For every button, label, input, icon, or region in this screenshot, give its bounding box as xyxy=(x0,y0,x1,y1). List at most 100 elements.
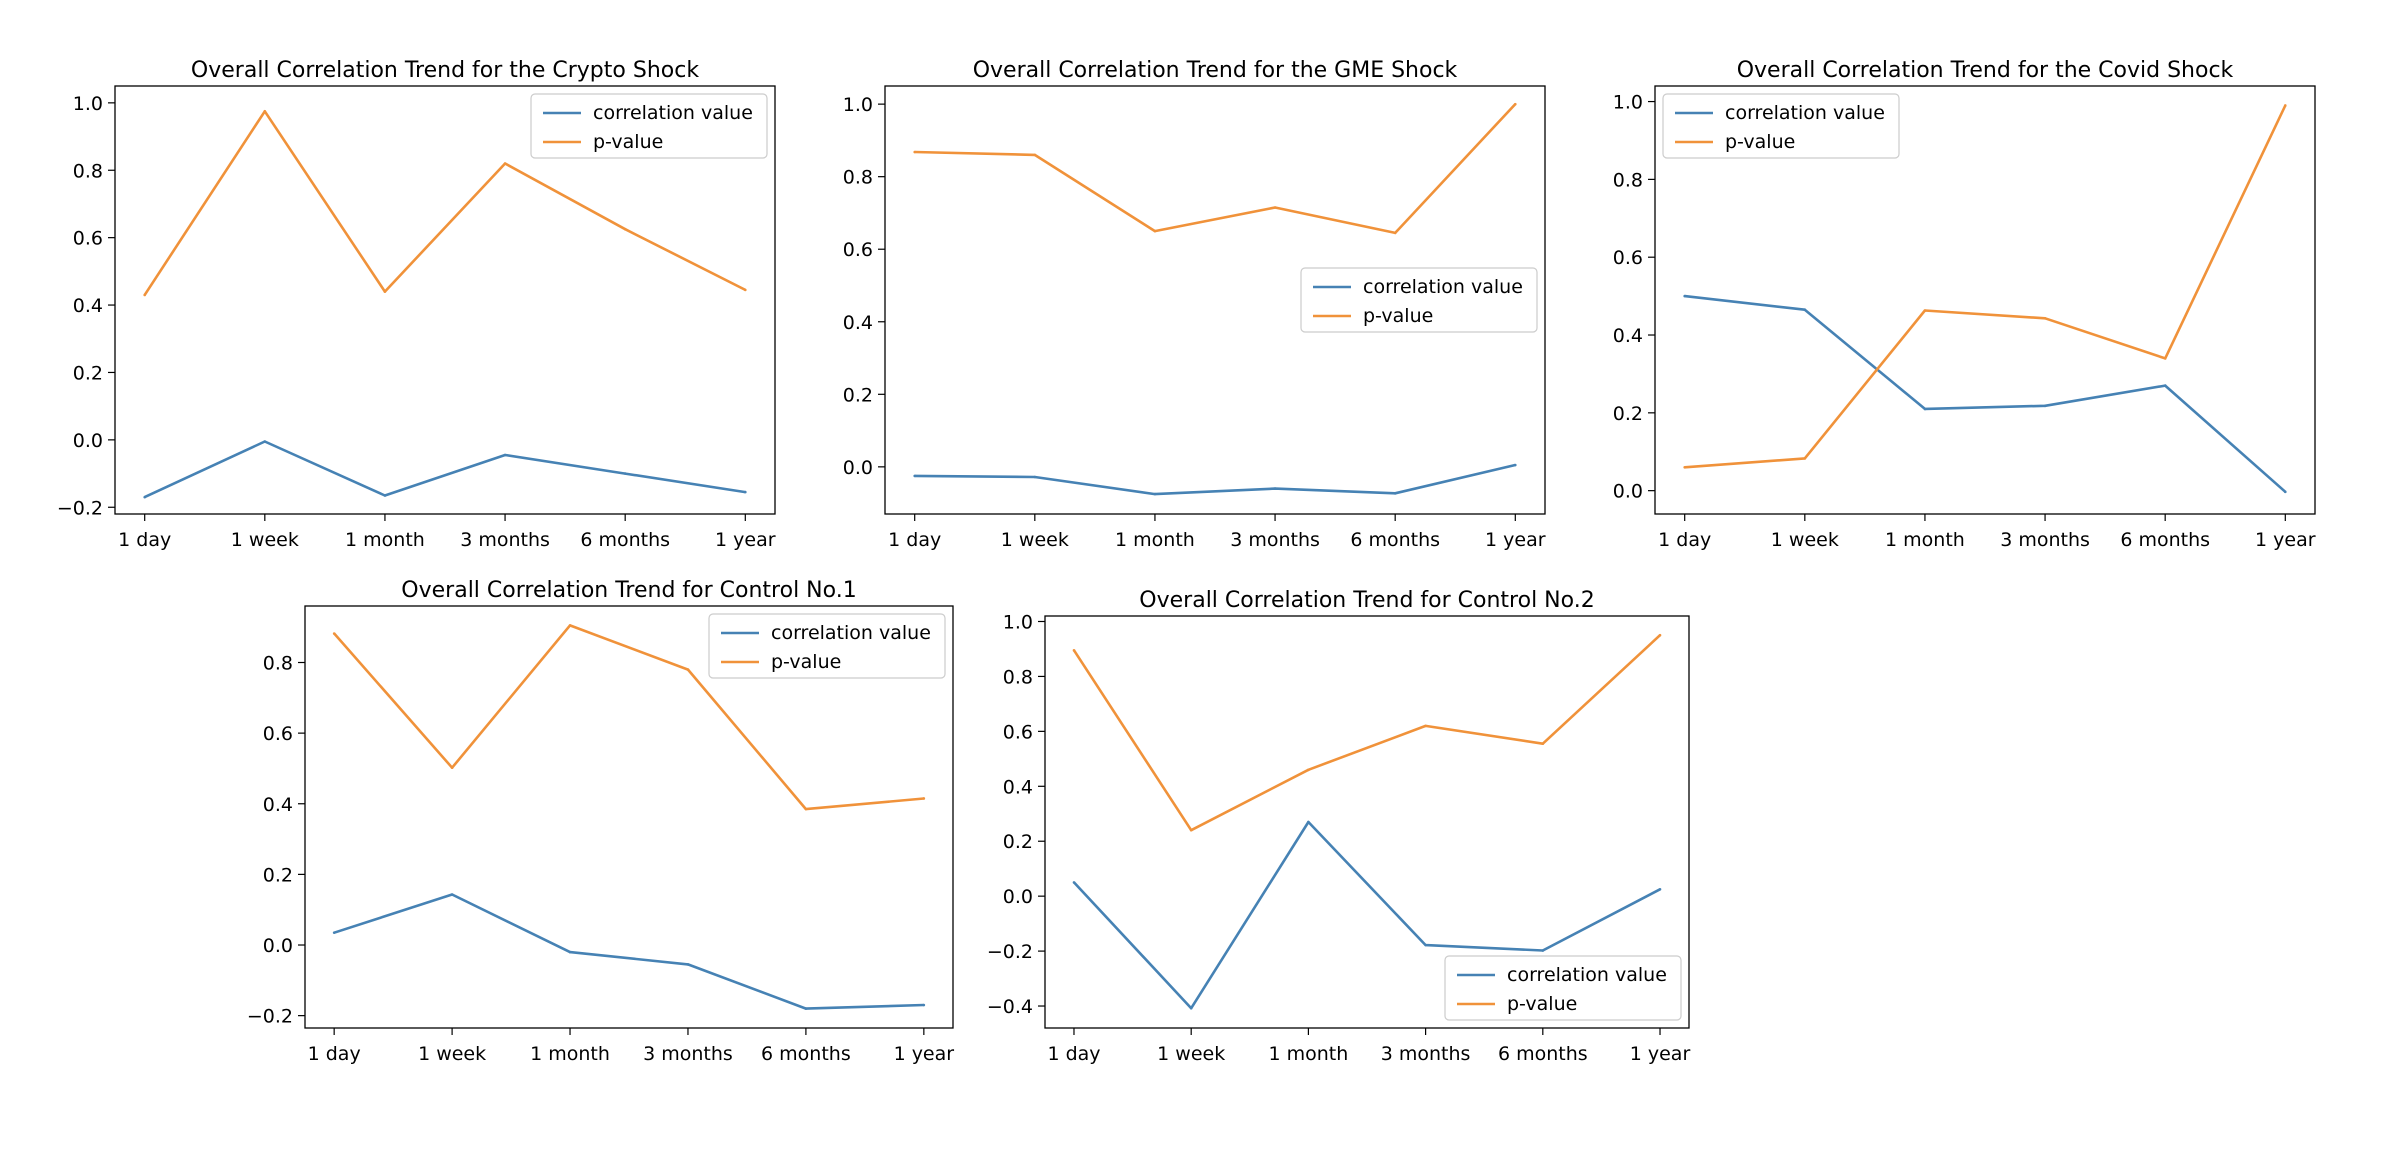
y-tick-label: 0.2 xyxy=(1003,831,1033,853)
data-point-pvalue xyxy=(503,162,507,165)
y-tick-label: −0.4 xyxy=(987,996,1033,1018)
data-point-pvalue xyxy=(686,668,690,671)
x-tick-label: 1 month xyxy=(530,1043,610,1065)
x-tick-label: 1 week xyxy=(231,529,299,551)
series-line-correlation xyxy=(333,893,924,1010)
axes-frame xyxy=(1654,85,2316,515)
x-tick-label: 1 week xyxy=(1771,529,1839,551)
data-point-pvalue xyxy=(332,632,336,635)
series-line-correlation xyxy=(1073,820,1661,1010)
y-tick-label: 0.6 xyxy=(1003,721,1033,743)
chart-2: Overall Correlation Trend for the GME Sh… xyxy=(843,58,1546,551)
x-tick-label: 1 day xyxy=(118,529,171,551)
x-tick-label: 6 months xyxy=(1350,529,1440,551)
x-tick-label: 1 day xyxy=(1658,529,1711,551)
data-point-pvalue xyxy=(1514,102,1517,106)
data-point-pvalue xyxy=(1072,649,1076,652)
x-tick-label: 1 year xyxy=(1630,1043,1691,1065)
y-tick-label: −0.2 xyxy=(247,1006,293,1028)
data-point-correlation xyxy=(1307,820,1310,824)
legend: correlation value p-value xyxy=(708,613,946,679)
x-tick-label: 1 month xyxy=(1115,529,1195,551)
data-point-correlation xyxy=(623,472,627,475)
x-tick-label: 1 day xyxy=(1047,1043,1100,1065)
y-tick-label: 0.6 xyxy=(73,228,103,250)
series-line-pvalue xyxy=(1072,634,1661,832)
legend: correlation value p-value xyxy=(1444,955,1682,1021)
legend-label-pvalue: p-value xyxy=(1725,131,1795,153)
y-tick-label: 0.2 xyxy=(73,362,103,384)
data-point-pvalue xyxy=(1658,633,1662,637)
legend-box xyxy=(708,613,946,679)
data-point-pvalue xyxy=(1803,457,1807,460)
chart-4: Overall Correlation Trend for Control No… xyxy=(247,578,955,1065)
x-tick-label: 3 months xyxy=(1230,529,1320,551)
data-point-correlation xyxy=(2043,404,2047,408)
data-point-correlation xyxy=(1683,294,1686,298)
chart-1: Overall Correlation Trend for the Crypto… xyxy=(57,58,776,551)
data-point-pvalue xyxy=(383,290,387,293)
x-tick-label: 6 months xyxy=(2120,529,2210,551)
data-point-correlation xyxy=(383,494,387,497)
data-point-pvalue xyxy=(913,150,916,154)
series-line-correlation xyxy=(1684,294,2287,493)
data-point-correlation xyxy=(450,893,454,896)
data-point-correlation xyxy=(1424,943,1427,947)
y-tick-label: 0.4 xyxy=(73,295,103,317)
chart-5: Overall Correlation Trend for Control No… xyxy=(987,588,1691,1065)
legend-box xyxy=(530,93,768,159)
y-tick-label: 0.0 xyxy=(1003,886,1033,908)
x-tick-label: 1 week xyxy=(1001,529,1069,551)
y-tick-label: 1.0 xyxy=(1003,611,1033,633)
data-point-correlation xyxy=(503,453,507,457)
data-point-correlation xyxy=(922,1003,926,1007)
y-tick-label: 1.0 xyxy=(1613,92,1643,114)
data-point-pvalue xyxy=(1541,742,1545,746)
y-tick-label: 0.2 xyxy=(263,864,293,886)
legend-label-correlation: correlation value xyxy=(771,622,931,644)
data-point-pvalue xyxy=(450,766,454,770)
series-line-pvalue xyxy=(333,624,924,811)
x-tick-label: 1 year xyxy=(715,529,776,551)
legend: correlation value p-value xyxy=(530,93,768,159)
x-tick-label: 1 week xyxy=(418,1043,486,1065)
legend-label-correlation: correlation value xyxy=(1363,276,1523,298)
x-tick-label: 3 months xyxy=(2000,529,2090,551)
legend-label-correlation: correlation value xyxy=(1507,964,1667,986)
data-point-correlation xyxy=(1189,1006,1193,1010)
series-line-pvalue xyxy=(1684,104,2287,469)
data-point-pvalue xyxy=(744,288,747,292)
y-tick-label: 0.0 xyxy=(263,935,293,957)
data-point-pvalue xyxy=(2043,316,2047,320)
data-point-pvalue xyxy=(1307,768,1310,772)
data-point-pvalue xyxy=(804,807,808,811)
y-tick-label: 0.4 xyxy=(843,312,873,334)
y-tick-label: 0.0 xyxy=(73,430,103,452)
chart-title: Overall Correlation Trend for the GME Sh… xyxy=(973,58,1458,83)
data-point-correlation xyxy=(1033,475,1037,479)
axes-frame xyxy=(114,85,776,515)
legend-box xyxy=(1662,93,1900,159)
data-point-pvalue xyxy=(2284,104,2287,107)
data-point-pvalue xyxy=(1424,724,1427,728)
data-point-pvalue xyxy=(263,109,267,113)
x-tick-label: 6 months xyxy=(761,1043,851,1065)
chart-3: Overall Correlation Trend for the Covid … xyxy=(1613,58,2316,551)
y-tick-label: 0.4 xyxy=(1613,325,1643,347)
axes-frame xyxy=(884,85,1546,515)
series-line-pvalue xyxy=(914,103,1517,235)
data-point-pvalue xyxy=(1273,206,1277,209)
y-tick-label: 0.8 xyxy=(1003,666,1033,688)
data-point-pvalue xyxy=(568,624,572,627)
x-tick-label: 1 year xyxy=(894,1043,955,1065)
data-point-pvalue xyxy=(623,227,627,231)
axes-frame xyxy=(304,605,954,1029)
data-point-correlation xyxy=(1514,463,1517,467)
data-point-correlation xyxy=(804,1007,808,1010)
series-line-correlation xyxy=(144,440,746,499)
x-tick-label: 6 months xyxy=(1498,1043,1588,1065)
y-tick-label: −0.2 xyxy=(57,497,103,519)
data-point-correlation xyxy=(744,490,747,494)
y-tick-label: 0.4 xyxy=(263,794,293,816)
data-point-correlation xyxy=(332,931,336,934)
